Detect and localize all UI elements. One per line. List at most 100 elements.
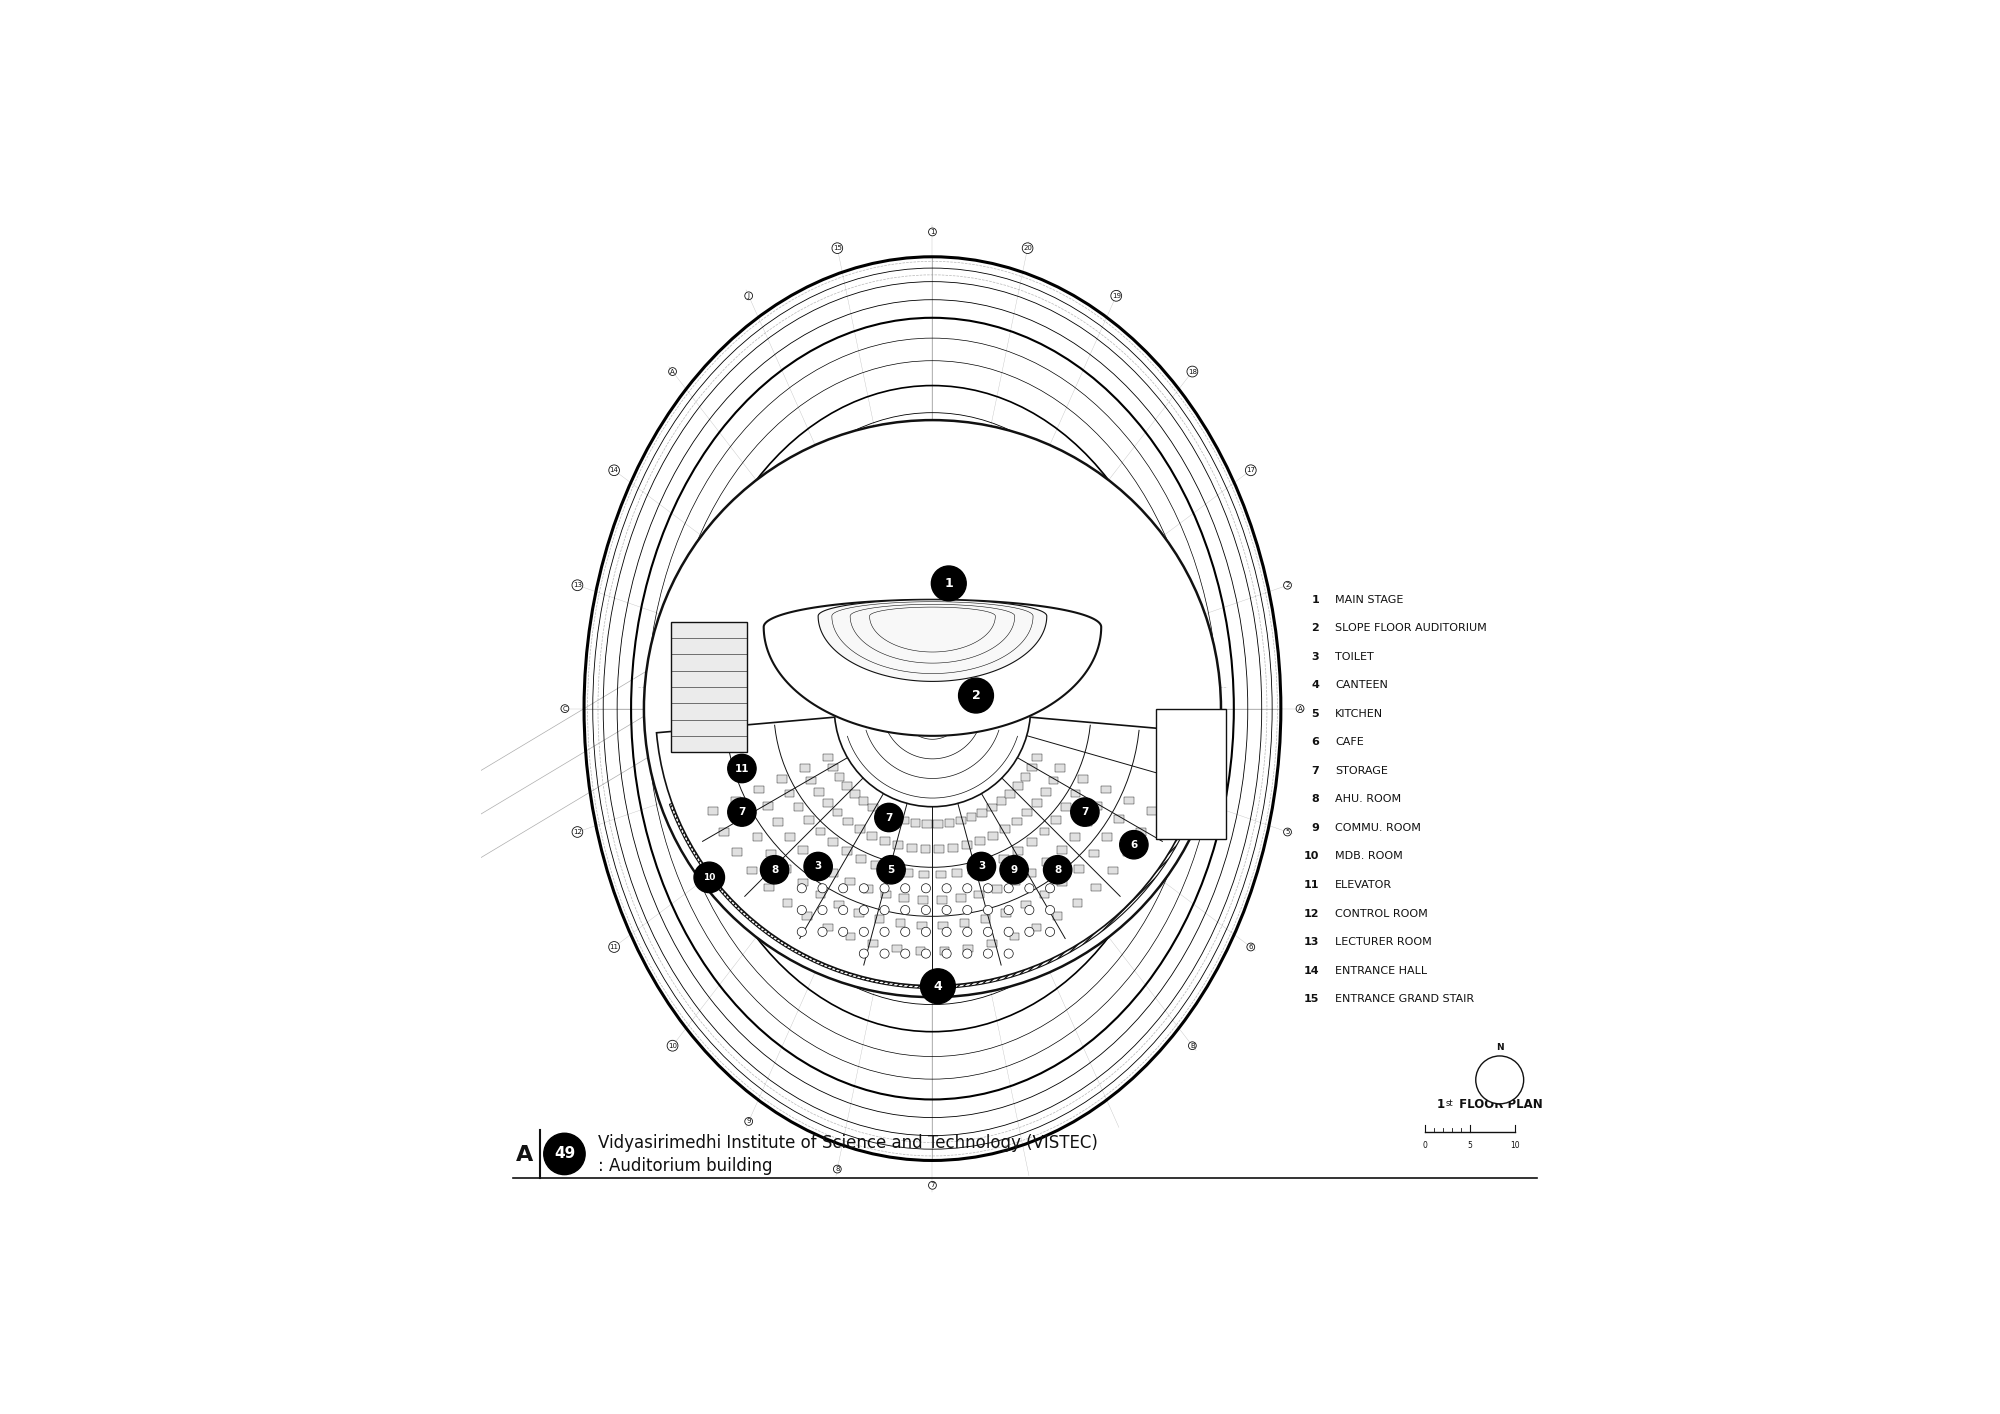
Bar	[980, 915, 990, 923]
Bar	[978, 809, 986, 817]
Bar	[920, 871, 930, 878]
Bar	[828, 839, 838, 846]
Bar	[862, 885, 872, 892]
Bar	[1108, 867, 1118, 874]
Bar	[936, 871, 946, 878]
Circle shape	[874, 803, 904, 831]
Text: AHU. ROOM: AHU. ROOM	[1336, 795, 1402, 805]
Bar	[854, 909, 864, 916]
Circle shape	[922, 884, 930, 892]
Circle shape	[922, 905, 930, 915]
Circle shape	[942, 905, 952, 915]
Circle shape	[942, 884, 952, 892]
Text: 10: 10	[704, 872, 716, 882]
Text: KITCHEN: KITCHEN	[1336, 708, 1384, 718]
Text: 5: 5	[1286, 829, 1290, 836]
Bar	[956, 817, 966, 824]
Circle shape	[544, 1133, 586, 1175]
Bar	[974, 891, 984, 898]
Bar	[992, 885, 1002, 892]
Bar	[948, 844, 958, 851]
Bar	[798, 847, 808, 854]
Circle shape	[900, 928, 910, 936]
Text: 3: 3	[978, 861, 986, 871]
Bar	[1102, 786, 1110, 793]
Bar	[880, 891, 890, 898]
Bar	[1010, 933, 1020, 940]
Text: 3: 3	[1312, 652, 1318, 662]
Circle shape	[984, 905, 992, 915]
Text: 7: 7	[886, 813, 892, 823]
Bar	[966, 813, 976, 822]
Bar	[828, 868, 838, 877]
Bar	[956, 894, 966, 902]
Bar	[916, 947, 926, 954]
Text: FLOOR PLAN: FLOOR PLAN	[1456, 1099, 1542, 1111]
Circle shape	[728, 754, 756, 783]
Text: CAFE: CAFE	[1336, 737, 1364, 748]
Text: 13: 13	[1304, 937, 1318, 947]
Bar	[1010, 878, 1020, 885]
Circle shape	[1024, 905, 1034, 915]
Text: 8: 8	[1312, 795, 1318, 805]
Text: 13: 13	[572, 583, 582, 588]
Bar	[1078, 775, 1088, 783]
Bar	[940, 947, 950, 954]
Bar	[868, 940, 878, 947]
Bar	[708, 807, 718, 814]
Bar	[1092, 803, 1102, 810]
Bar	[1070, 789, 1080, 797]
Bar	[916, 922, 926, 929]
Text: 7: 7	[1082, 807, 1088, 817]
Bar	[1052, 816, 1060, 823]
Bar	[730, 796, 740, 805]
Circle shape	[984, 949, 992, 959]
Bar	[858, 797, 868, 805]
Text: 1: 1	[944, 577, 954, 590]
Bar	[834, 901, 844, 908]
Text: 4: 4	[1312, 680, 1318, 690]
Circle shape	[694, 863, 724, 892]
Bar	[748, 867, 758, 874]
Text: 4: 4	[934, 980, 942, 993]
Bar	[1020, 901, 1030, 908]
Bar	[1040, 827, 1050, 836]
Bar	[1032, 799, 1042, 806]
Polygon shape	[764, 600, 1102, 735]
Text: 3: 3	[814, 861, 822, 871]
Bar	[732, 848, 742, 855]
Bar	[814, 788, 824, 796]
Bar	[922, 820, 932, 827]
Bar	[892, 945, 902, 952]
Circle shape	[932, 566, 966, 601]
Text: 1: 1	[1436, 1099, 1444, 1111]
Circle shape	[962, 928, 972, 936]
Text: 1: 1	[930, 229, 934, 235]
Bar	[766, 850, 776, 857]
Bar	[786, 833, 794, 840]
Bar	[784, 789, 794, 797]
Circle shape	[876, 855, 906, 884]
Text: LECTURER ROOM: LECTURER ROOM	[1336, 937, 1432, 947]
Bar	[1006, 790, 1016, 797]
Bar	[894, 841, 902, 848]
Bar	[1000, 909, 1010, 916]
Bar	[842, 847, 852, 854]
Circle shape	[1024, 884, 1034, 892]
Circle shape	[818, 928, 828, 936]
Text: 12: 12	[1304, 909, 1318, 919]
Text: SLOPE FLOOR AUDITORIUM: SLOPE FLOOR AUDITORIUM	[1336, 624, 1488, 633]
Bar	[1026, 764, 1036, 771]
Circle shape	[880, 884, 890, 892]
Bar	[896, 919, 906, 928]
Circle shape	[942, 928, 952, 936]
Text: A: A	[670, 369, 674, 375]
Text: MAIN STAGE: MAIN STAGE	[1336, 595, 1404, 605]
Circle shape	[804, 853, 832, 881]
Bar	[1058, 878, 1068, 887]
Bar	[1040, 891, 1050, 898]
Text: 6: 6	[1312, 737, 1318, 748]
Bar	[1042, 858, 1052, 865]
Text: 11: 11	[610, 945, 618, 950]
Bar	[984, 861, 994, 868]
